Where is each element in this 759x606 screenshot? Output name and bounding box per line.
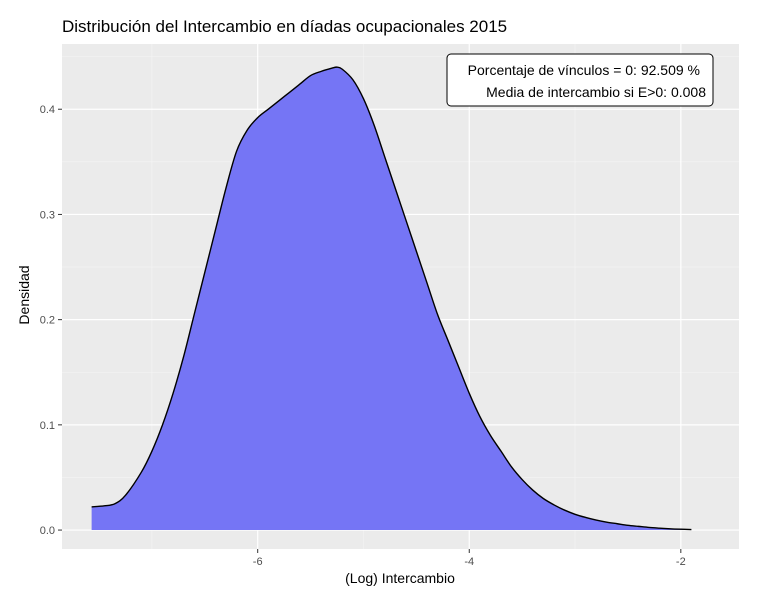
density-area — [91, 67, 692, 531]
y-axis: 0.0 0.1 0.2 0.3 0.4 — [40, 104, 62, 537]
y-tick-label: 0.0 — [40, 525, 55, 537]
y-tick-label: 0.4 — [40, 104, 55, 116]
x-tick-label: -6 — [253, 556, 263, 568]
y-axis-title: Densidad — [16, 265, 32, 324]
y-tick-label: 0.2 — [40, 315, 55, 327]
annotation-box: Porcentaje de vínculos = 0: 92.509 % Med… — [446, 53, 714, 107]
y-tick-label: 0.3 — [40, 209, 55, 221]
x-axis: -6 -4 -2 — [253, 549, 686, 568]
x-tick-label: -4 — [464, 556, 474, 568]
x-axis-title: (Log) Intercambio — [345, 570, 455, 586]
annotation-line-1: Porcentaje de vínculos = 0: 92.509 % — [468, 62, 700, 78]
annotation-line-2: Media de intercambio si E>0: 0.008 — [486, 84, 706, 100]
y-tick-label: 0.1 — [40, 420, 55, 432]
density-line — [91, 66, 692, 531]
annotation-frame — [446, 53, 714, 107]
x-tick-label: -2 — [676, 556, 686, 568]
density-series — [91, 66, 692, 531]
chart-title: Distribución del Intercambio en díadas o… — [62, 17, 507, 36]
